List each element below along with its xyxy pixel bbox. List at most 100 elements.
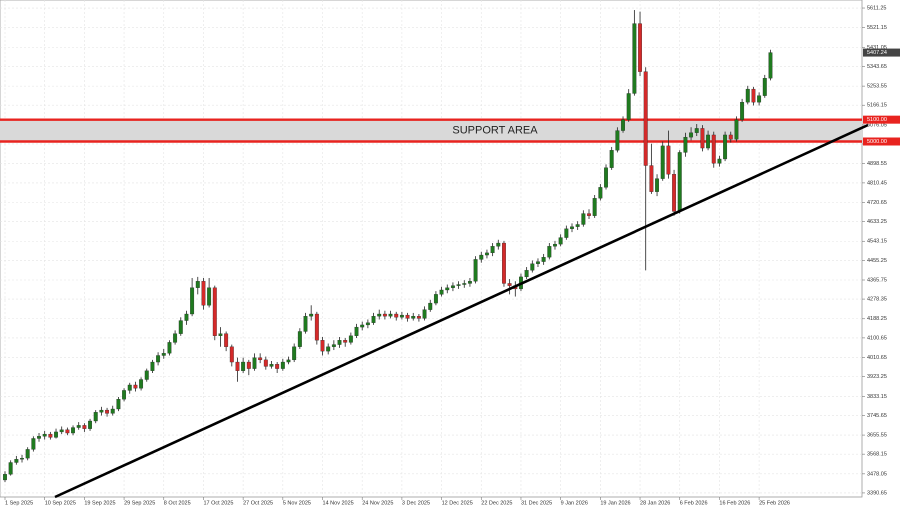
y-tick-label: 5253.55 [867,84,887,90]
y-tick-label: 4543.15 [867,239,887,245]
candle-body [167,342,172,354]
x-tick-label: 29 Sep 2025 [124,500,155,506]
candle-body [411,316,416,319]
candle-body [547,246,552,258]
candle-body [592,198,597,216]
candle-body [683,136,688,153]
y-tick-label: 4720.65 [867,200,887,206]
x-tick-label: 24 Nov 2025 [362,500,393,506]
candle-body [269,364,274,367]
candle-body [388,313,393,317]
candle-body [263,359,268,367]
candle-body [286,359,291,363]
candle-body [462,283,467,285]
candle-body [235,361,240,371]
candle-body [110,408,115,414]
candle-body [694,128,699,133]
current-price-box [863,48,900,57]
candle-body [258,357,263,361]
candle-body [348,335,353,343]
candle-body [666,145,671,175]
candle-body [20,457,24,460]
candle-body [433,294,438,304]
candle-body [229,346,234,363]
y-tick-label: 4633.25 [867,219,887,225]
candle-body [672,174,677,212]
candle-body [604,167,608,188]
candle-body [25,449,30,459]
current-price-label: 5407.24 [867,50,887,56]
candle-body [161,353,166,356]
candle-body [394,313,399,318]
y-tick-label: 4365.75 [867,277,887,283]
x-tick-label: 9 Jan 2026 [561,500,588,506]
candle-body [303,316,308,332]
candle-body [467,281,472,284]
candle-body [757,95,762,103]
candle-body [717,158,722,164]
x-tick-label: 5 Nov 2025 [283,500,311,506]
candle-body [82,425,87,429]
candle-body [320,340,325,352]
support-price-box [863,137,900,146]
candle-body [530,263,535,271]
candle-body [76,425,81,428]
candle-body [587,213,591,216]
candle-body [99,409,104,413]
candle-body [337,340,342,345]
candle-body [740,102,745,120]
candle-body [195,281,200,288]
candle-body [621,119,625,131]
candle-body [416,316,421,319]
candle-body [496,242,501,247]
y-tick-label: 3655.55 [867,433,887,439]
candle-body [711,134,716,164]
candle-body [484,252,489,256]
candle-body [405,314,410,319]
candle-body [456,284,461,286]
candle-body [224,333,229,347]
candle-body [246,361,251,369]
y-tick-label: 3568.15 [867,452,887,458]
candle-body [615,130,620,151]
plot-area [0,0,863,498]
x-tick-label: 14 Nov 2025 [323,500,354,506]
y-tick-label: 5521.15 [867,25,887,31]
support-price-label: 5000.00 [867,139,887,145]
candle-body [553,243,557,247]
candle-body [479,254,484,260]
x-tick-label: 10 Sep 2025 [45,500,76,506]
candle-body [473,259,478,282]
candle-body [677,152,682,212]
candle-body [751,88,756,103]
candle-body [502,242,506,284]
candle-body [212,287,217,336]
candle-body [581,213,586,225]
trendline [54,123,869,499]
candle-body [8,462,13,475]
y-tick-label: 3923.25 [867,374,887,380]
candle-body [252,357,257,369]
x-tick-label: 28 Jan 2026 [640,500,670,506]
candle-body [156,355,161,363]
candle-body [184,313,189,321]
candle-body [48,433,53,438]
candle-body [122,390,127,400]
candle-body [422,309,427,319]
candle-body [382,313,387,317]
candle-body [536,261,540,264]
candle-body [728,134,733,140]
y-tick-label: 5166.15 [867,103,887,109]
x-tick-label: 16 Feb 2026 [719,500,750,506]
x-tick-label: 19 Sep 2025 [84,500,115,506]
candle-body [133,384,138,389]
candle-body [706,134,711,149]
candle-body [42,433,47,437]
y-tick-label: 4010.65 [867,355,887,361]
candle-body [564,228,569,238]
candle-body [93,412,98,422]
candle-body [649,165,654,192]
candle-body [241,361,246,371]
candle-body [638,23,642,72]
